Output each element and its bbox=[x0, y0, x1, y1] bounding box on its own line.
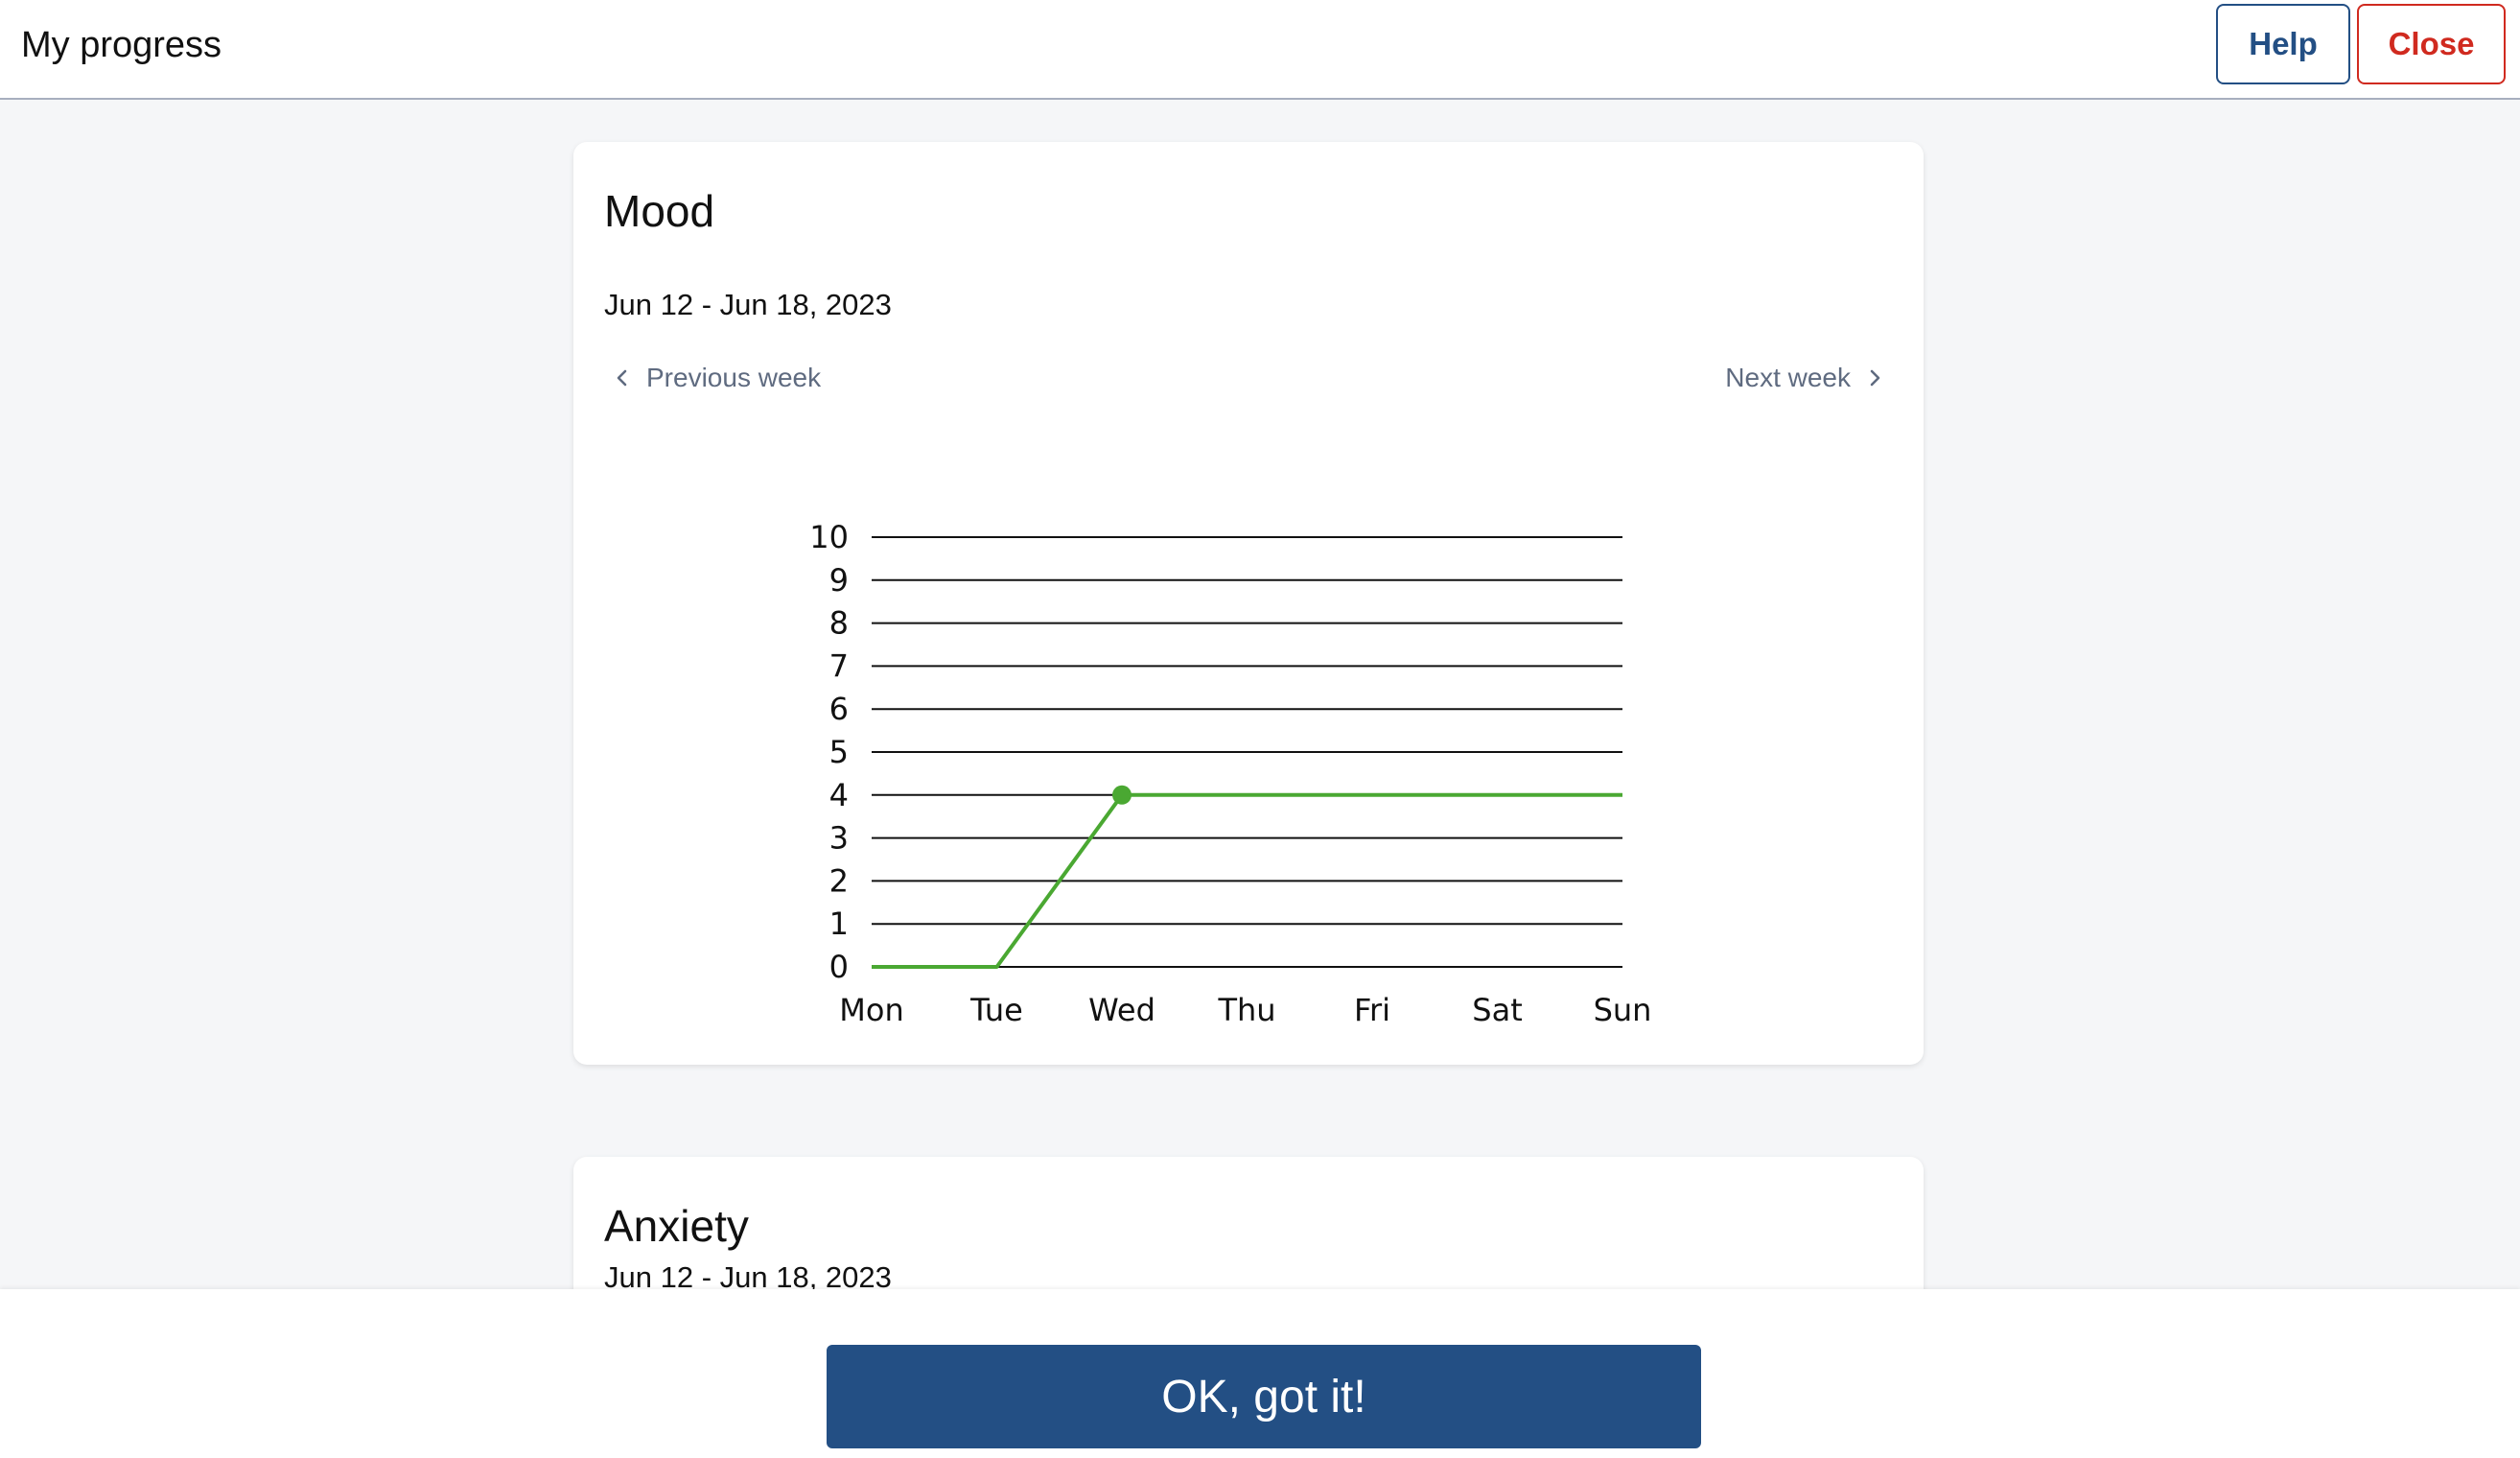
y-tick-label: 5 bbox=[829, 734, 849, 770]
progress-scroll-area[interactable]: Mood Jun 12 - Jun 18, 2023 Previous week… bbox=[0, 100, 2520, 1289]
y-tick-label: 0 bbox=[829, 949, 849, 985]
ok-got-it-button[interactable]: OK, got it! bbox=[827, 1345, 1701, 1448]
x-tick-label: Tue bbox=[969, 992, 1023, 1028]
x-tick-label: Sun bbox=[1594, 992, 1652, 1028]
x-tick-label: Sat bbox=[1472, 992, 1522, 1028]
y-tick-label: 4 bbox=[829, 777, 849, 813]
y-tick-label: 2 bbox=[829, 862, 849, 899]
mood-chart: 0 1 2 3 4 5 6 7 8 9 10 Mon Tue Wed Thu Fri Sat Sun bbox=[809, 519, 1652, 1028]
page-title: My progress bbox=[21, 25, 222, 65]
x-tick-label: Thu bbox=[1217, 992, 1275, 1028]
chevron-left-icon bbox=[617, 369, 627, 387]
y-tick-label: 8 bbox=[829, 605, 849, 642]
previous-week-label: Previous week bbox=[646, 363, 822, 392]
mood-card: Mood Jun 12 - Jun 18, 2023 Previous week… bbox=[573, 142, 1924, 1065]
chevron-right-icon bbox=[1870, 369, 1880, 387]
y-tick-label: 1 bbox=[829, 905, 849, 942]
previous-week-link[interactable]: Previous week bbox=[612, 361, 821, 395]
top-bar: My progress Help Close bbox=[0, 0, 2520, 100]
x-tick-label: Mon bbox=[839, 992, 903, 1028]
anxiety-card: Anxiety Jun 12 - Jun 18, 2023 bbox=[573, 1157, 1924, 1289]
x-tick-label: Fri bbox=[1354, 992, 1390, 1028]
x-tick-label: Wed bbox=[1088, 992, 1155, 1028]
y-tick-label: 9 bbox=[829, 562, 849, 599]
close-button[interactable]: Close bbox=[2357, 4, 2506, 84]
card-date-range: Jun 12 - Jun 18, 2023 bbox=[604, 1260, 892, 1289]
next-week-label: Next week bbox=[1725, 363, 1851, 392]
footer-bar: OK, got it! bbox=[0, 1289, 2520, 1458]
series-line bbox=[872, 792, 1622, 969]
card-title: Mood bbox=[604, 186, 715, 236]
y-tick-label: 10 bbox=[809, 519, 849, 555]
card-date-range: Jun 12 - Jun 18, 2023 bbox=[604, 288, 892, 321]
y-tick-label: 3 bbox=[829, 820, 849, 857]
card-title: Anxiety bbox=[604, 1201, 749, 1251]
help-button[interactable]: Help bbox=[2216, 4, 2350, 84]
data-point bbox=[1112, 785, 1132, 805]
next-week-link[interactable]: Next week bbox=[1725, 361, 1885, 395]
y-tick-label: 6 bbox=[829, 691, 849, 727]
y-tick-label: 7 bbox=[829, 647, 849, 684]
